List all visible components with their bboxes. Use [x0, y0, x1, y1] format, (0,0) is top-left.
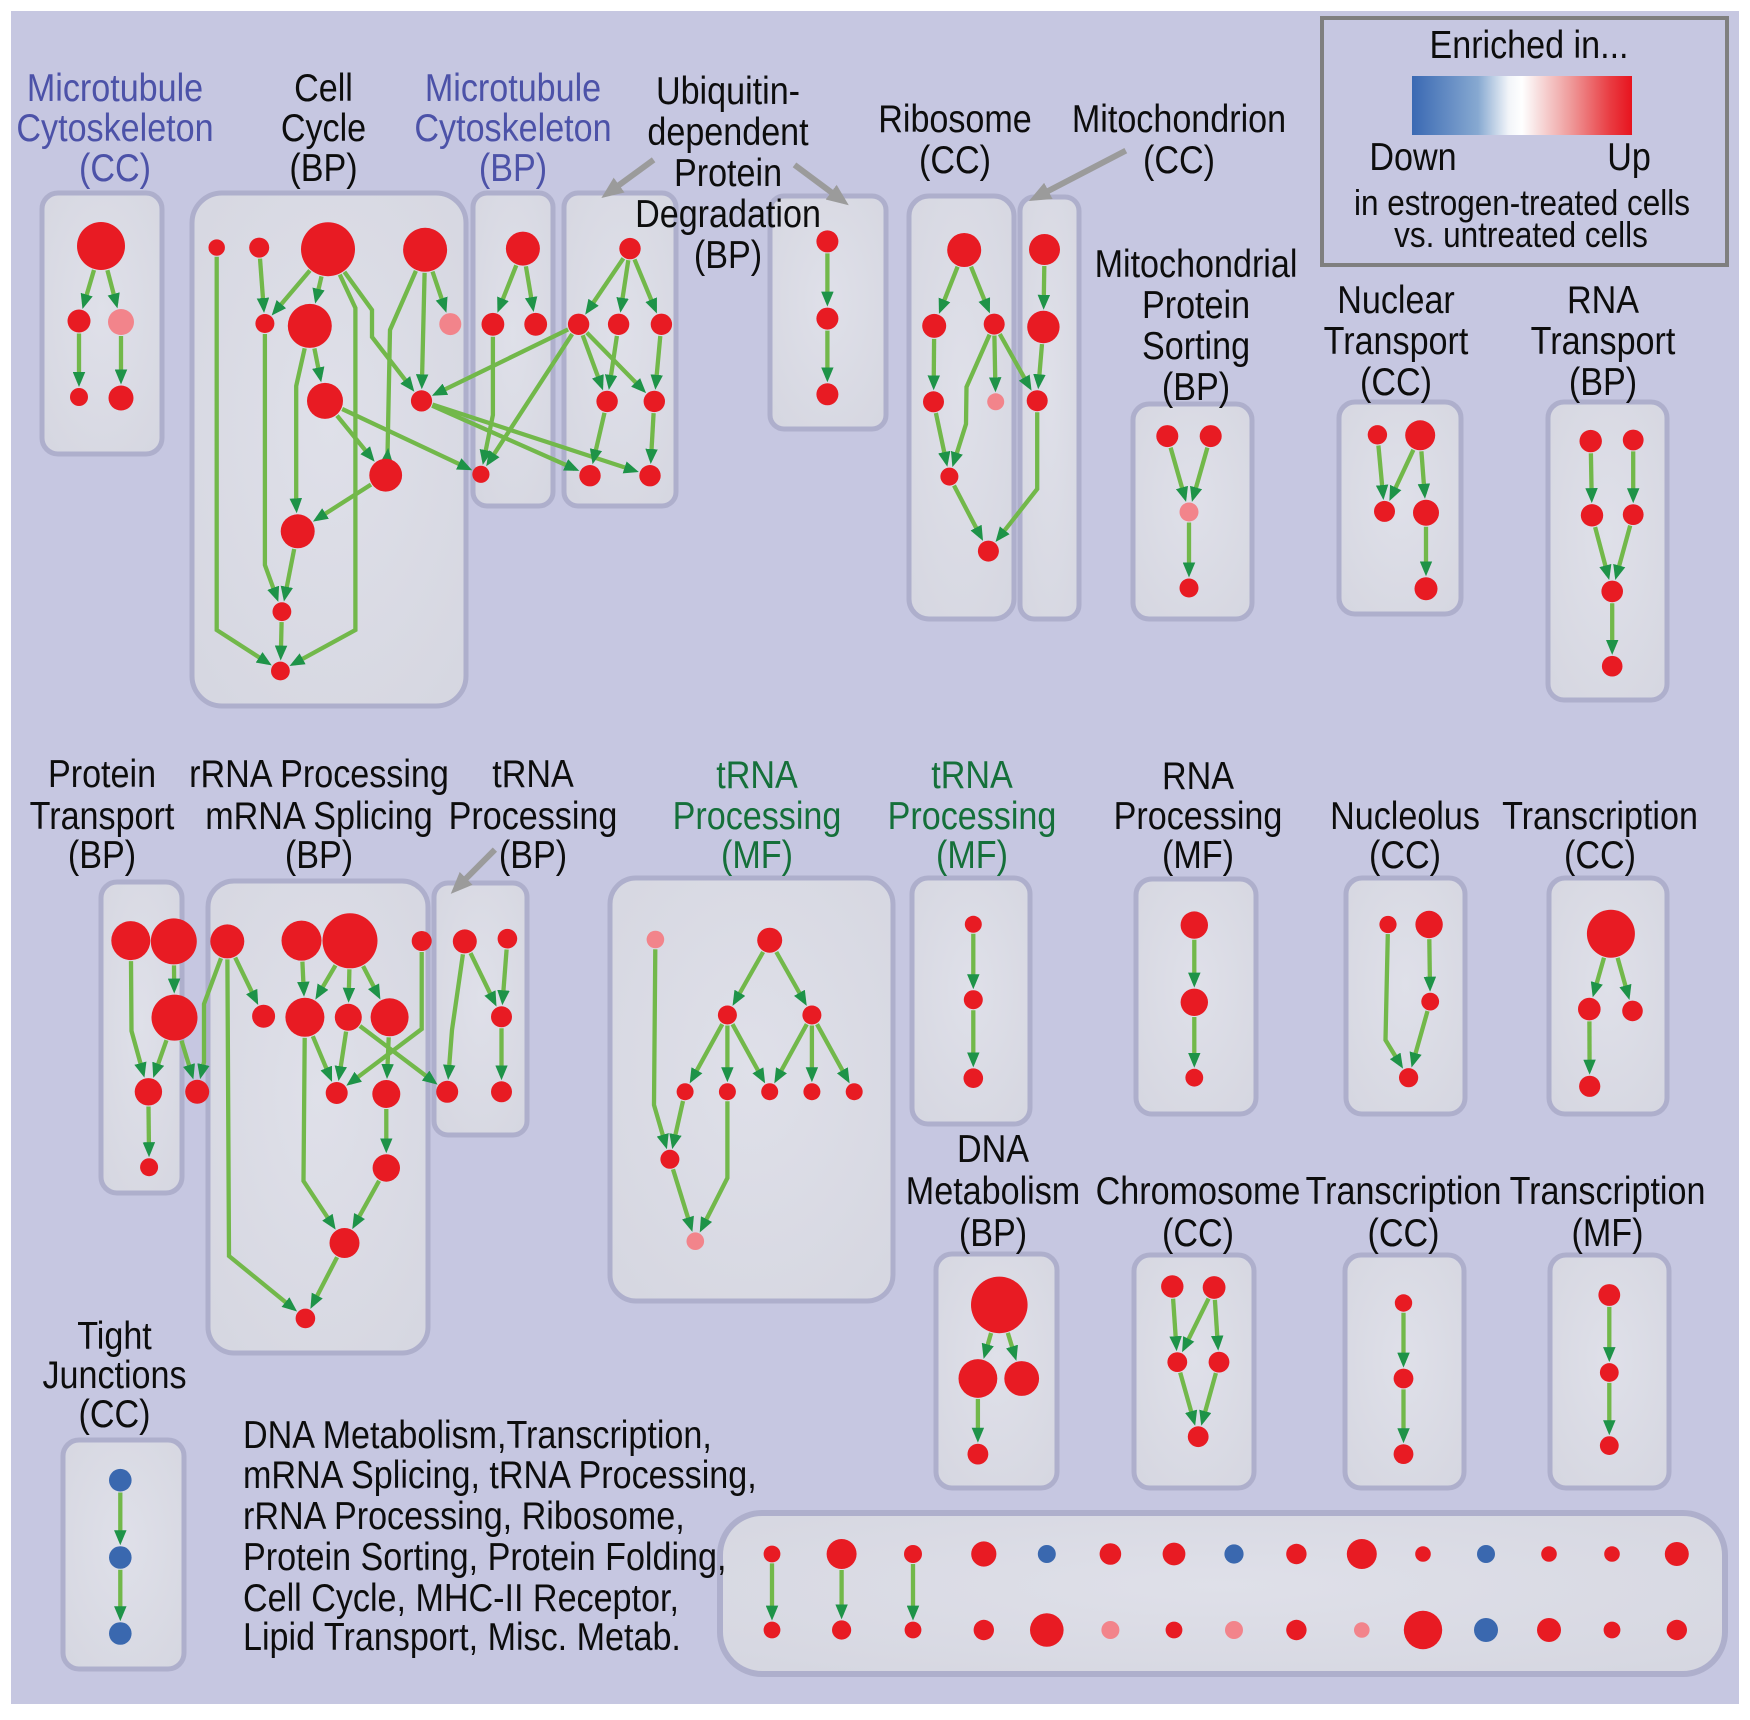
svg-text:(MF): (MF) [1572, 1211, 1644, 1255]
svg-text:(CC): (CC) [1368, 1211, 1440, 1255]
svg-text:rRNA Processing: rRNA Processing [189, 752, 449, 796]
svg-text:tRNA: tRNA [492, 752, 574, 796]
svg-text:Nucleolus: Nucleolus [1330, 794, 1480, 838]
svg-text:(CC): (CC) [1564, 833, 1636, 877]
svg-text:Mitochondrion: Mitochondrion [1072, 97, 1286, 141]
svg-text:rRNA Processing, Ribosome,: rRNA Processing, Ribosome, [243, 1494, 685, 1538]
svg-text:Metabolism: Metabolism [906, 1169, 1080, 1213]
svg-text:Transcription: Transcription [1306, 1169, 1502, 1213]
svg-text:(CC): (CC) [1369, 833, 1441, 877]
svg-text:Cycle: Cycle [281, 106, 366, 150]
svg-text:Sorting: Sorting [1142, 324, 1250, 368]
svg-text:Nuclear: Nuclear [1337, 278, 1455, 322]
svg-text:Junctions: Junctions [42, 1353, 186, 1397]
svg-text:Processing: Processing [1114, 794, 1283, 838]
svg-text:Degradation: Degradation [635, 192, 821, 236]
svg-text:Mitochondrial: Mitochondrial [1095, 242, 1298, 286]
svg-text:Cytoskeleton: Cytoskeleton [414, 106, 611, 150]
svg-text:mRNA Splicing, tRNA Processing: mRNA Splicing, tRNA Processing, [243, 1453, 757, 1497]
svg-text:Transport: Transport [1531, 319, 1676, 363]
svg-text:Cell Cycle, MHC-II Receptor,: Cell Cycle, MHC-II Receptor, [243, 1576, 679, 1620]
svg-text:vs. untreated cells: vs. untreated cells [1394, 215, 1648, 255]
svg-text:tRNA: tRNA [716, 753, 798, 797]
svg-text:(BP): (BP) [479, 146, 547, 190]
svg-text:Transport: Transport [1324, 319, 1469, 363]
svg-text:Down: Down [1369, 135, 1456, 179]
svg-text:(BP): (BP) [959, 1211, 1027, 1255]
svg-text:(BP): (BP) [68, 833, 136, 877]
svg-text:Enriched in...: Enriched in... [1429, 23, 1628, 67]
svg-text:Lipid Transport, Misc. Metab.: Lipid Transport, Misc. Metab. [243, 1615, 681, 1659]
svg-text:(BP): (BP) [289, 146, 357, 190]
svg-text:(MF): (MF) [936, 833, 1008, 877]
svg-text:(CC): (CC) [1360, 360, 1432, 404]
svg-text:Processing: Processing [449, 794, 618, 838]
svg-text:tRNA: tRNA [931, 753, 1013, 797]
svg-text:Transcription: Transcription [1510, 1169, 1706, 1213]
svg-text:(CC): (CC) [919, 138, 991, 182]
svg-text:(BP): (BP) [694, 233, 762, 277]
svg-text:(BP): (BP) [1569, 360, 1637, 404]
svg-text:Chromosome: Chromosome [1096, 1169, 1301, 1213]
svg-text:(MF): (MF) [721, 833, 793, 877]
svg-text:Cytoskeleton: Cytoskeleton [16, 106, 213, 150]
svg-text:Ribosome: Ribosome [878, 97, 1032, 141]
svg-text:(BP): (BP) [1162, 365, 1230, 409]
svg-text:Ubiquitin-: Ubiquitin- [656, 69, 800, 113]
svg-text:Microtubule: Microtubule [425, 66, 601, 110]
svg-text:Protein: Protein [48, 752, 156, 796]
svg-text:(BP): (BP) [499, 833, 567, 877]
svg-text:dependent: dependent [647, 110, 808, 154]
svg-text:Microtubule: Microtubule [27, 66, 203, 110]
svg-text:Processing: Processing [888, 794, 1057, 838]
svg-text:RNA: RNA [1567, 278, 1640, 322]
svg-text:(CC): (CC) [1162, 1211, 1234, 1255]
svg-text:(CC): (CC) [1143, 138, 1215, 182]
svg-text:Up: Up [1607, 135, 1651, 179]
svg-text:(CC): (CC) [79, 1392, 151, 1436]
svg-text:in estrogen-treated cells: in estrogen-treated cells [1354, 183, 1690, 223]
svg-text:Tight: Tight [77, 1314, 152, 1358]
svg-text:Cell: Cell [294, 66, 353, 110]
svg-text:DNA: DNA [957, 1127, 1030, 1171]
svg-text:Protein Sorting, Protein Foldi: Protein Sorting, Protein Folding, [243, 1535, 726, 1579]
svg-text:RNA: RNA [1162, 754, 1235, 798]
svg-text:DNA Metabolism,Transcription,: DNA Metabolism,Transcription, [243, 1413, 712, 1457]
svg-text:(MF): (MF) [1162, 833, 1234, 877]
svg-text:mRNA Splicing: mRNA Splicing [205, 794, 432, 838]
svg-text:Transcription: Transcription [1502, 794, 1698, 838]
svg-text:Protein: Protein [1142, 283, 1250, 327]
svg-text:Processing: Processing [673, 794, 842, 838]
svg-text:(BP): (BP) [285, 833, 353, 877]
svg-text:Protein: Protein [674, 151, 782, 195]
svg-text:(CC): (CC) [79, 146, 151, 190]
svg-text:Transport: Transport [30, 794, 175, 838]
